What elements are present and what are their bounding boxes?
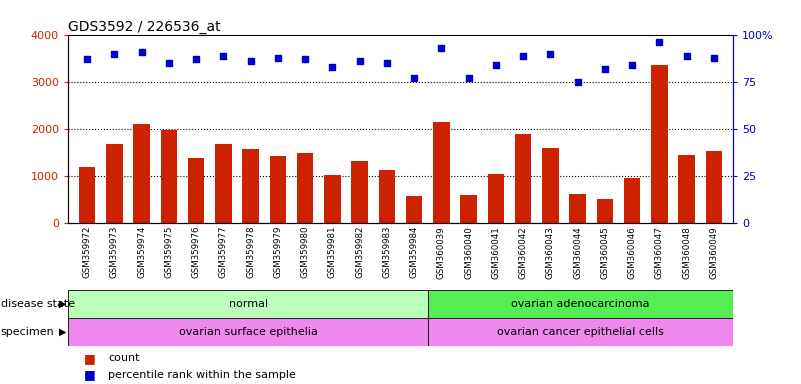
Point — [680, 53, 693, 59]
Bar — [488, 174, 504, 223]
Bar — [134, 124, 150, 223]
Point — [326, 64, 339, 70]
Bar — [570, 194, 586, 223]
Point — [108, 51, 121, 57]
Text: ▶: ▶ — [58, 327, 66, 337]
Bar — [597, 199, 613, 223]
Bar — [706, 151, 722, 223]
Bar — [68, 318, 429, 346]
Point — [571, 79, 584, 85]
Text: ovarian adenocarcinoma: ovarian adenocarcinoma — [511, 299, 650, 309]
Point — [272, 55, 284, 61]
Bar — [79, 167, 95, 223]
Point — [380, 60, 393, 66]
Point — [598, 66, 611, 72]
Point — [544, 51, 557, 57]
Text: disease state: disease state — [1, 299, 75, 309]
Point — [462, 75, 475, 81]
Bar — [243, 149, 259, 223]
Bar — [161, 131, 177, 223]
Bar — [429, 290, 733, 318]
Bar — [429, 318, 733, 346]
Bar — [215, 144, 231, 223]
Bar — [107, 144, 123, 223]
Point — [707, 55, 720, 61]
Bar — [542, 148, 558, 223]
Text: count: count — [108, 353, 139, 363]
Bar — [297, 153, 313, 223]
Point — [81, 56, 94, 63]
Text: normal: normal — [228, 299, 268, 309]
Point — [135, 49, 148, 55]
Text: percentile rank within the sample: percentile rank within the sample — [108, 370, 296, 380]
Bar — [461, 195, 477, 223]
Point — [408, 75, 421, 81]
Text: ▶: ▶ — [58, 299, 66, 309]
Text: ■: ■ — [84, 352, 96, 365]
Bar — [406, 196, 422, 223]
Point — [653, 40, 666, 46]
Bar — [515, 134, 531, 223]
Text: ovarian surface epithelia: ovarian surface epithelia — [179, 327, 317, 337]
Point — [435, 45, 448, 51]
Point — [517, 53, 529, 59]
Bar — [352, 161, 368, 223]
Point — [299, 56, 312, 63]
Text: GDS3592 / 226536_at: GDS3592 / 226536_at — [68, 20, 221, 34]
Bar — [270, 156, 286, 223]
Point — [244, 58, 257, 65]
Point — [190, 56, 203, 63]
Bar — [379, 170, 395, 223]
Text: specimen: specimen — [1, 327, 54, 337]
Point — [163, 60, 175, 66]
Point — [353, 58, 366, 65]
Bar — [324, 175, 340, 223]
Bar — [678, 155, 694, 223]
Bar — [624, 178, 640, 223]
Point — [489, 62, 502, 68]
Text: ■: ■ — [84, 368, 96, 381]
Bar — [433, 122, 449, 223]
Point — [217, 53, 230, 59]
Text: ovarian cancer epithelial cells: ovarian cancer epithelial cells — [497, 327, 664, 337]
Bar — [188, 158, 204, 223]
Bar — [68, 290, 429, 318]
Point — [626, 62, 638, 68]
Bar — [651, 65, 667, 223]
